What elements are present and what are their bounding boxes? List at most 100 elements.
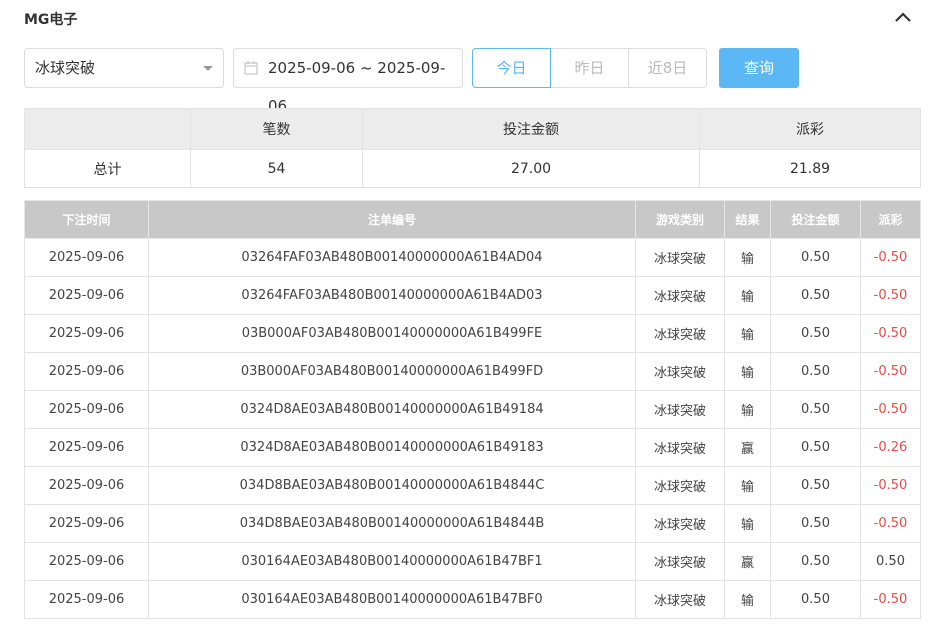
bet-row: 2025-09-06 0324D8AE03AB480B00140000000A61… — [24, 428, 921, 467]
bet-row: 2025-09-06 030164AE03AB480B00140000000A61… — [24, 580, 921, 619]
header-cell: 下注时间 — [24, 200, 149, 239]
bet-cell: 03B000AF03AB480B00140000000A61B499FD — [148, 352, 636, 391]
date-range-picker[interactable]: 2025-09-06 ~ 2025-09-06 — [233, 48, 463, 115]
bet-cell: 2025-09-06 — [24, 314, 149, 353]
bet-cell: 输 — [724, 238, 771, 277]
game-select-value: 冰球突破 — [35, 59, 96, 77]
bet-cell: 0.50 — [770, 504, 861, 543]
date-range-value: 2025-09-06 ~ 2025-09-06 — [268, 59, 446, 115]
bet-cell: 2025-09-06 — [24, 466, 149, 505]
bet-cell: 输 — [724, 504, 771, 543]
bet-cell: 2025-09-06 — [24, 390, 149, 429]
bet-cell: 0.50 — [770, 352, 861, 391]
header-cell: 派彩 — [699, 108, 921, 150]
bet-cell: -0.50 — [860, 504, 921, 543]
bet-cell: 输 — [724, 276, 771, 315]
bet-cell: 0.50 — [770, 390, 861, 429]
bet-cell: 0.50 — [770, 314, 861, 353]
bet-cell: -0.50 — [860, 238, 921, 277]
header-cell: 笔数 — [190, 108, 363, 150]
bet-row: 2025-09-06 030164AE03AB480B00140000000A61… — [24, 542, 921, 581]
bet-cell: 冰球突破 — [635, 238, 725, 277]
bet-cell: 034D8BAE03AB480B00140000000A61B4844C — [148, 466, 636, 505]
bet-cell: 0.50 — [770, 428, 861, 467]
bet-cell: 输 — [724, 352, 771, 391]
bet-cell: 03264FAF03AB480B00140000000A61B4AD03 — [148, 276, 636, 315]
header-row: 笔数 投注金额 派彩 — [24, 108, 921, 150]
bet-cell: 冰球突破 — [635, 504, 725, 543]
bet-cell: 2025-09-06 — [24, 238, 149, 277]
bet-row: 2025-09-06 03B000AF03AB480B00140000000A61… — [24, 352, 921, 391]
header-cell: 游戏类别 — [635, 200, 725, 239]
total-cell: 27.00 — [362, 149, 700, 188]
bet-cell: 赢 — [724, 542, 771, 581]
section-title: MG电子 — [24, 12, 78, 28]
bet-cell: 冰球突破 — [635, 466, 725, 505]
bet-cell: 冰球突破 — [635, 428, 725, 467]
bet-cell: 冰球突破 — [635, 580, 725, 619]
bet-cell: 03B000AF03AB480B00140000000A61B499FE — [148, 314, 636, 353]
bet-cell: 输 — [724, 314, 771, 353]
bet-cell: 2025-09-06 — [24, 276, 149, 315]
bet-cell: 0.50 — [770, 580, 861, 619]
summary-table: 笔数 投注金额 派彩 总计 54 27.00 21.89 — [24, 108, 921, 188]
bet-cell: 030164AE03AB480B00140000000A61B47BF0 — [148, 580, 636, 619]
header-cell: 注单编号 — [148, 200, 636, 239]
total-cell: 54 — [190, 149, 363, 188]
header-cell: 结果 — [724, 200, 771, 239]
detail-table: 下注时间 注单编号 游戏类别 结果 投注金额 派彩 2025-09-06 03264FAF03… — [24, 200, 921, 619]
game-select[interactable]: 冰球突破 — [24, 48, 224, 88]
search-button[interactable]: 查询 — [719, 48, 799, 88]
bet-cell: 0.50 — [770, 276, 861, 315]
bet-row: 2025-09-06 034D8BAE03AB480B00140000000A61… — [24, 504, 921, 543]
bet-cell: 2025-09-06 — [24, 428, 149, 467]
bet-cell: -0.26 — [860, 428, 921, 467]
bet-cell: 冰球突破 — [635, 542, 725, 581]
bet-cell: 冰球突破 — [635, 314, 725, 353]
total-cell: 21.89 — [699, 149, 921, 188]
quick-date-button[interactable]: 今日 — [472, 48, 551, 88]
bet-cell: 输 — [724, 390, 771, 429]
bet-cell: 034D8BAE03AB480B00140000000A61B4844B — [148, 504, 636, 543]
header-cell: 投注金额 — [770, 200, 861, 239]
bet-cell: -0.50 — [860, 314, 921, 353]
bet-cell: -0.50 — [860, 466, 921, 505]
header-cell: 投注金额 — [362, 108, 700, 150]
bet-cell: 冰球突破 — [635, 276, 725, 315]
bet-cell: 0.50 — [770, 466, 861, 505]
bet-cell: -0.50 — [860, 390, 921, 429]
bet-cell: 冰球突破 — [635, 352, 725, 391]
header-cell: 派彩 — [860, 200, 921, 239]
bet-cell: 0.50 — [860, 542, 921, 581]
bet-cell: 0.50 — [770, 542, 861, 581]
bet-cell: 输 — [724, 466, 771, 505]
bet-cell: 0324D8AE03AB480B00140000000A61B49183 — [148, 428, 636, 467]
bet-cell: 2025-09-06 — [24, 504, 149, 543]
collapse-toggle[interactable] — [893, 10, 913, 24]
bet-row: 2025-09-06 03B000AF03AB480B00140000000A61… — [24, 314, 921, 353]
total-row: 总计 54 27.00 21.89 — [24, 149, 921, 188]
bet-cell: 输 — [724, 580, 771, 619]
bet-cell: -0.50 — [860, 352, 921, 391]
row-label: 总计 — [24, 149, 191, 188]
bet-cell: 0.50 — [770, 238, 861, 277]
header-cell — [24, 108, 191, 150]
bet-row: 2025-09-06 03264FAF03AB480B00140000000A61… — [24, 276, 921, 315]
bet-cell: 2025-09-06 — [24, 580, 149, 619]
bet-cell: 2025-09-06 — [24, 352, 149, 391]
quick-date-group: 今日 昨日 近8日 — [472, 48, 707, 88]
quick-date-button[interactable]: 近8日 — [628, 48, 707, 88]
bet-cell: 0324D8AE03AB480B00140000000A61B49184 — [148, 390, 636, 429]
quick-date-button[interactable]: 昨日 — [550, 48, 629, 88]
bet-cell: 03264FAF03AB480B00140000000A61B4AD04 — [148, 238, 636, 277]
bet-cell: 冰球突破 — [635, 390, 725, 429]
bet-row: 2025-09-06 03264FAF03AB480B00140000000A61… — [24, 238, 921, 277]
bet-cell: 赢 — [724, 428, 771, 467]
bet-cell: 2025-09-06 — [24, 542, 149, 581]
bet-row: 2025-09-06 0324D8AE03AB480B00140000000A61… — [24, 390, 921, 429]
bet-cell: -0.50 — [860, 276, 921, 315]
bet-cell: 030164AE03AB480B00140000000A61B47BF1 — [148, 542, 636, 581]
bet-row: 2025-09-06 034D8BAE03AB480B00140000000A61… — [24, 466, 921, 505]
header-row: 下注时间 注单编号 游戏类别 结果 投注金额 派彩 — [24, 200, 921, 239]
